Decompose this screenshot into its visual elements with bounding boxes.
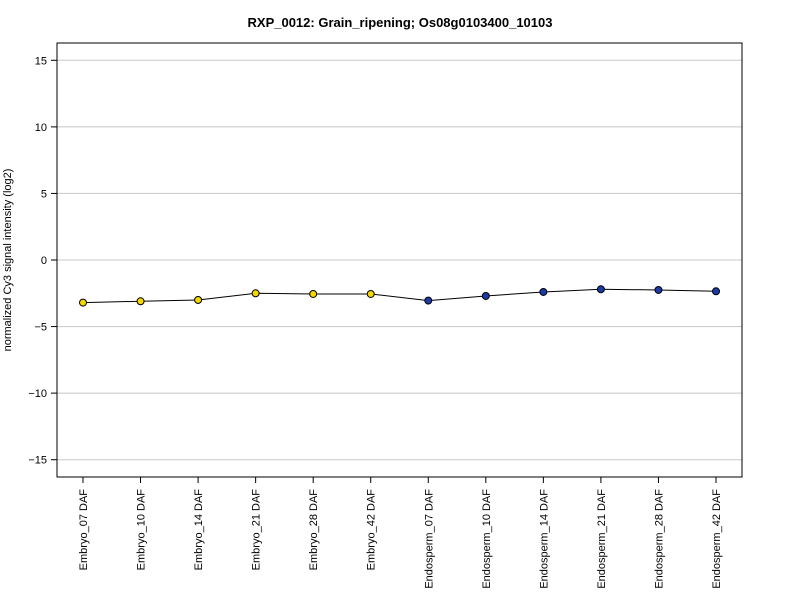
data-point <box>366 289 375 298</box>
x-tick-label: Endosperm_28 DAF <box>653 489 665 589</box>
data-points <box>79 285 720 307</box>
series-line <box>82 288 717 304</box>
grid-lines <box>57 59 742 461</box>
x-tick-label: Embryo_21 DAF <box>251 489 263 571</box>
data-point <box>424 296 433 305</box>
y-tick-label: 10 <box>35 122 47 134</box>
x-tick-label: Endosperm_42 DAF <box>711 489 723 589</box>
chart-title: RXP_0012: Grain_ripening; Os08g0103400_1… <box>248 15 553 30</box>
y-tick-label: −10 <box>28 388 47 400</box>
y-axis: −15 −10 −5 0 5 10 15 <box>28 55 57 467</box>
y-tick-label: 5 <box>41 188 47 200</box>
x-tick-label: Embryo_28 DAF <box>308 489 320 571</box>
x-tick-label: Embryo_14 DAF <box>193 489 205 571</box>
x-tick-label: Endosperm_10 DAF <box>481 489 493 589</box>
data-point <box>712 287 720 296</box>
data-point <box>79 298 87 307</box>
data-point <box>251 289 260 298</box>
x-tick-label: Embryo_07 DAF <box>78 489 90 571</box>
data-point <box>539 287 548 296</box>
data-point <box>136 297 145 306</box>
y-tick-label: 15 <box>35 55 47 67</box>
y-tick-label: −15 <box>28 455 47 467</box>
x-axis: Embryo_07 DAF Embryo_10 DAF Embryo_14 DAF E… <box>78 477 723 589</box>
x-tick-label: Endosperm_14 DAF <box>538 489 550 589</box>
x-tick-label: Endosperm_21 DAF <box>596 489 608 589</box>
x-tick-label: Endosperm_07 DAF <box>423 489 435 589</box>
data-point <box>194 295 203 304</box>
x-tick-label: Embryo_42 DAF <box>366 489 378 571</box>
y-tick-label: 0 <box>41 255 47 267</box>
y-axis-label: normalized Cy3 signal intensity (log2) <box>2 169 14 352</box>
data-point <box>481 291 490 300</box>
data-point <box>596 285 605 294</box>
y-tick-label: −5 <box>34 322 47 334</box>
data-point <box>309 289 318 298</box>
x-tick-label: Embryo_10 DAF <box>136 489 148 571</box>
data-point <box>654 285 663 294</box>
